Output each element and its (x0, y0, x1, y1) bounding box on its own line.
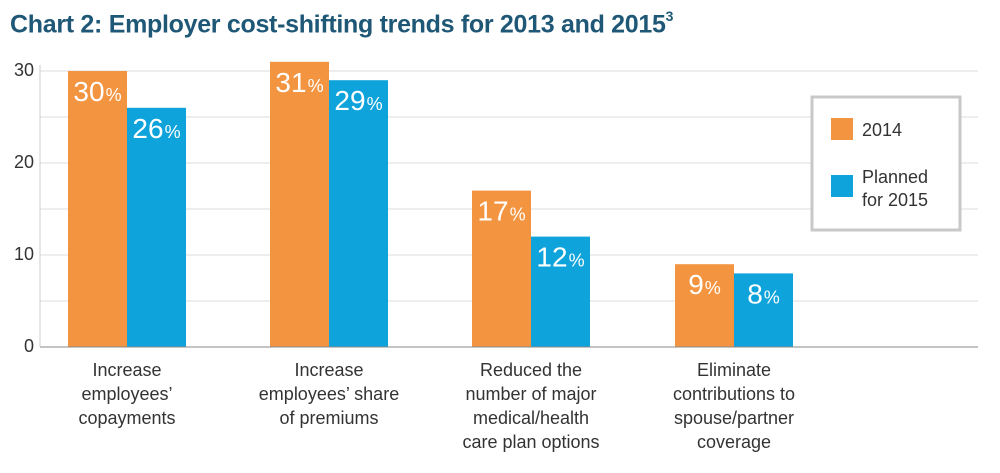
bar (127, 107, 186, 347)
category-label: Increase employees’ share of premiums (259, 360, 399, 428)
category-label-line: Increase (92, 360, 161, 380)
data-label: 12% (536, 242, 584, 273)
data-label-percent: % (569, 251, 585, 271)
y-tick-label: 20 (14, 152, 34, 172)
data-label: 30% (73, 76, 121, 107)
chart-title-text: Chart 2: Employer cost-shifting trends f… (10, 10, 666, 39)
data-label-value: 30 (73, 76, 104, 107)
y-tick-label: 30 (14, 60, 34, 80)
bar (68, 71, 127, 347)
data-label-percent: % (510, 205, 526, 225)
category-label: Reduced the number of major medical/health… (462, 360, 599, 452)
y-axis-ticks: 0 10 20 30 (14, 60, 34, 356)
x-axis (39, 65, 978, 348)
legend-label-line: for 2015 (862, 190, 928, 210)
chart-title: Chart 2: Employer cost-shifting trends f… (10, 8, 674, 39)
category-label-line: of premiums (279, 408, 378, 428)
data-labels: 30% 31%17%9%26%29%12%8% (73, 67, 779, 310)
legend-swatch-2014 (831, 118, 853, 140)
category-label-line: contributions to (673, 384, 795, 404)
data-label-percent: % (764, 287, 780, 307)
category-label-line: copayments (78, 408, 175, 428)
data-label-value: 17 (477, 196, 508, 227)
bar (472, 190, 531, 347)
data-label-percent: % (308, 76, 324, 96)
category-label-line: spouse/partner (674, 408, 794, 428)
legend: 2014 Planned for 2015 (810, 95, 962, 232)
category-label: Increase employees’ copayments (78, 360, 175, 428)
data-label: 31% (275, 67, 323, 98)
data-label: 26% (132, 113, 180, 144)
category-label-line: Reduced the (480, 360, 582, 380)
legend-box (810, 95, 962, 232)
data-label-percent: % (705, 278, 721, 298)
data-label-value: 29 (334, 85, 365, 116)
y-tick-label: 10 (14, 244, 34, 264)
data-label: 17% (477, 196, 525, 227)
bar (734, 273, 793, 347)
data-label: 9% (688, 269, 721, 300)
data-label-value: 31 (275, 67, 306, 98)
bar (329, 80, 388, 347)
data-label: 8% (747, 278, 780, 309)
legend-swatch-2015 (831, 175, 853, 197)
category-label-line: coverage (697, 432, 771, 452)
category-label-line: medical/health (473, 408, 589, 428)
category-label-line: Increase (294, 360, 363, 380)
bar (675, 264, 734, 347)
bar (531, 236, 590, 347)
bars (68, 61, 793, 348)
category-labels: Increase employees’ copayments Increase empl… (78, 360, 795, 452)
category-label-line: employees’ share (259, 384, 399, 404)
category-label-line: care plan options (462, 432, 599, 452)
data-label-value: 12 (536, 242, 567, 273)
legend-label-2015: Planned for 2015 (862, 167, 928, 210)
category-label-line: Eliminate (697, 360, 771, 380)
legend-label-line: Planned (862, 167, 928, 187)
data-label-percent: % (106, 85, 122, 105)
chart-title-footnote: 3 (665, 8, 674, 24)
category-label-line: employees’ (81, 384, 172, 404)
category-label: Eliminate contributions to spouse/partner c… (673, 360, 795, 452)
data-label-value: 9 (688, 269, 704, 300)
data-label-percent: % (165, 122, 181, 142)
data-label: 29% (334, 85, 382, 116)
data-label-percent: % (367, 94, 383, 114)
data-label-value: 26 (132, 113, 163, 144)
y-tick-label: 0 (24, 336, 34, 356)
bar (270, 61, 329, 348)
category-label-line: number of major (465, 384, 596, 404)
legend-label-2014: 2014 (862, 120, 902, 140)
data-label-value: 8 (747, 278, 763, 309)
